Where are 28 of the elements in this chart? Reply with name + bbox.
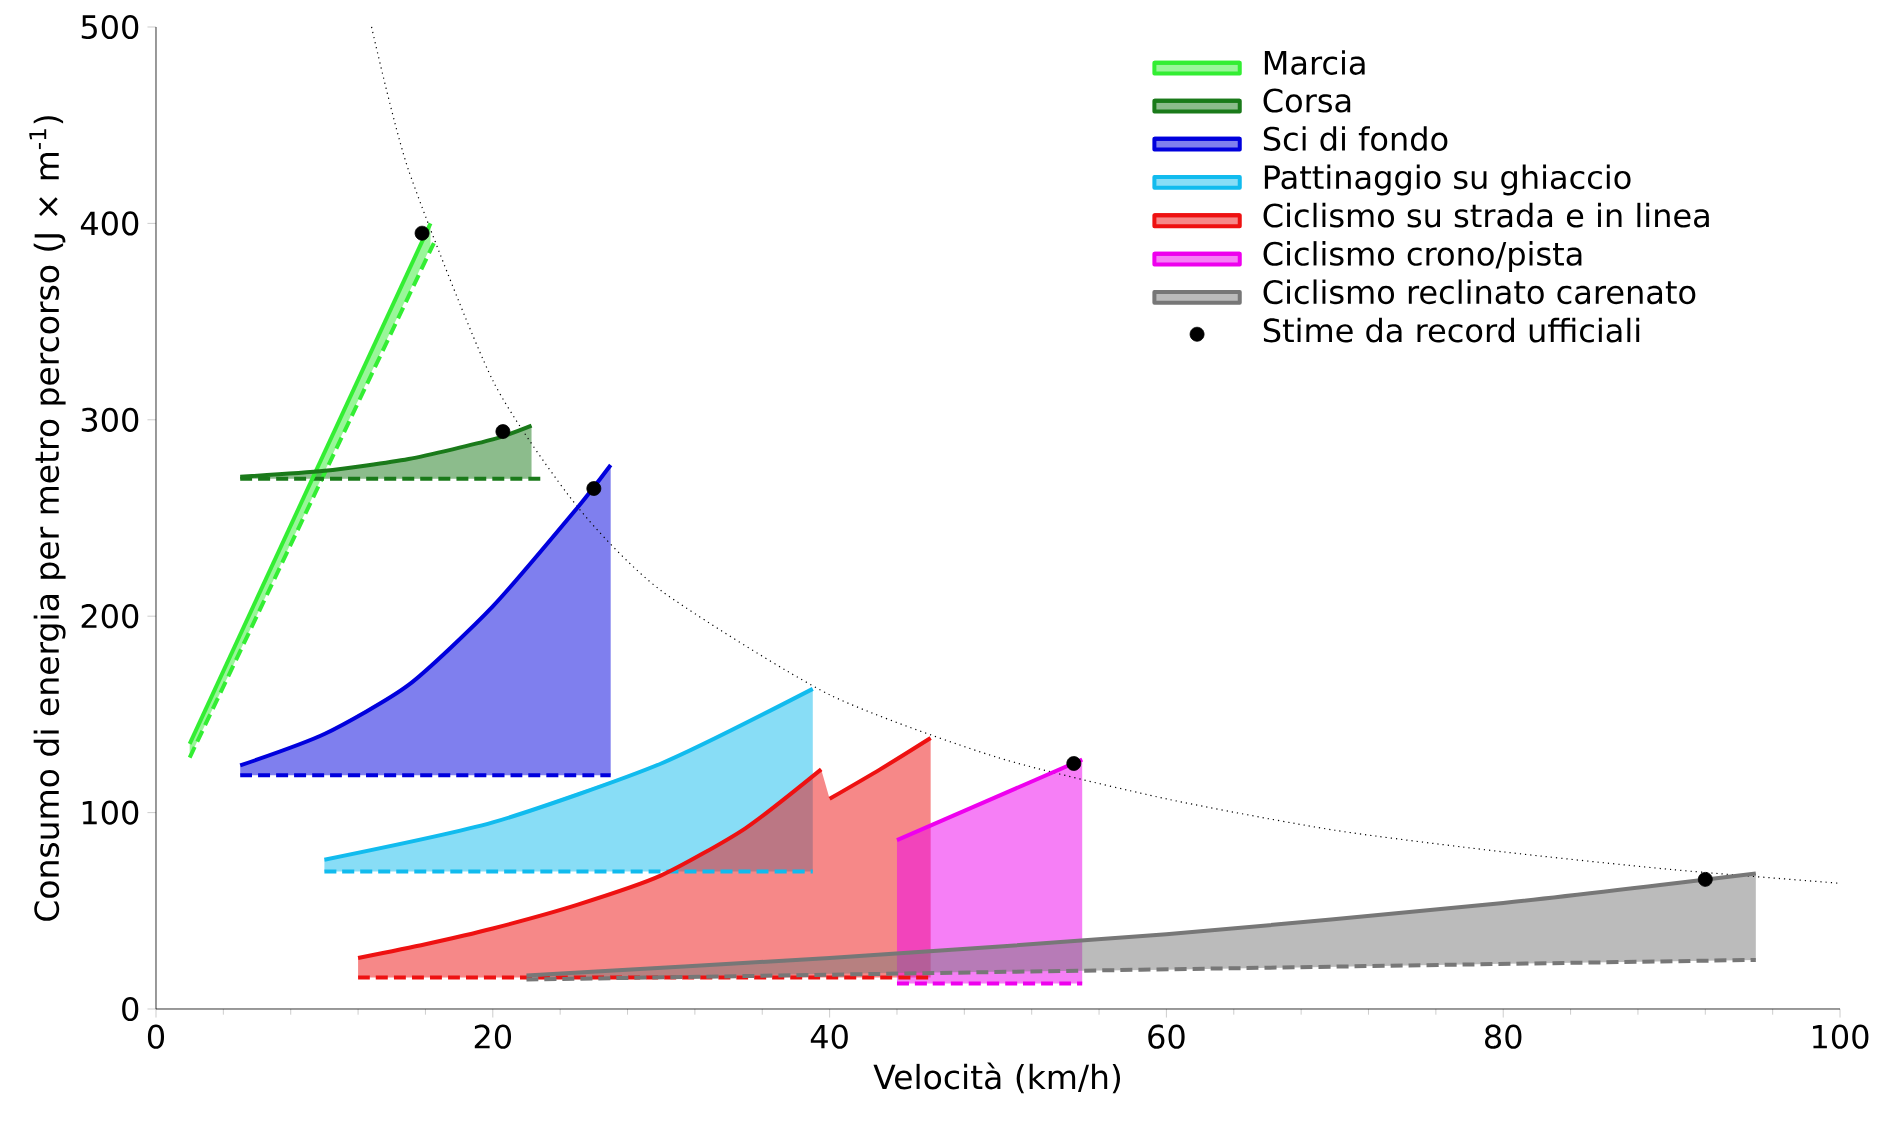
x-tick-label: 80 [1485,1024,1522,1049]
y-tick-label: 200 [81,604,139,629]
legend-label: Ciclismo su strada e in linea [1263,202,1709,228]
x-axis-title: Velocità (km/h) [873,1062,1121,1094]
x-tick-label: 20 [474,1024,512,1049]
legend-label: Marcia [1264,50,1365,75]
y-tick-label: 100 [82,800,139,825]
x-tick-label: 60 [1148,1024,1185,1049]
point [1066,756,1082,771]
legend-label: Ciclismo reclinato carenato [1263,279,1696,305]
legend-label: Corsa [1263,88,1351,113]
legend-label: Pattinaggio su ghiaccio [1264,164,1631,196]
y-tick-label: 500 [81,14,139,40]
line-series [370,26,1841,884]
legend-label: Ciclismo crono/pista [1263,241,1582,273]
point [495,424,511,439]
x-tick-label: 100 [1813,1024,1869,1049]
y-tick-label: 300 [81,407,139,432]
x-tick-label: 40 [810,1024,848,1049]
y-tick-label: 400 [80,211,139,236]
point [1697,871,1713,887]
y-axis-title: Consumo di energia per metro percorso (J × m$^{-1}$) [29,116,66,921]
legend-label: Sci di fondo [1263,126,1448,151]
x-tick-label: 0 [147,1024,165,1049]
point [586,481,602,496]
legend-label: Stime da record ufficiali [1263,317,1640,343]
point [414,225,430,241]
y-tick-label: 0 [122,996,139,1022]
